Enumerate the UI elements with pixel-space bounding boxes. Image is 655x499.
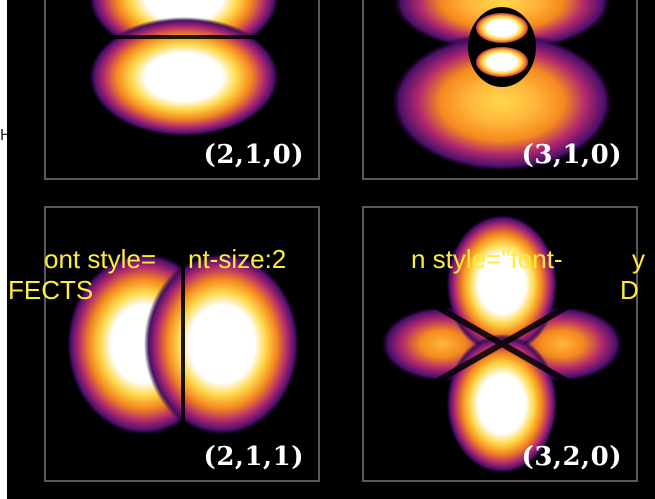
lobe-upper <box>446 214 558 354</box>
lobe-right <box>144 252 300 436</box>
quantum-label-211: (2,1,1) <box>203 442 304 472</box>
orbital-320-plot <box>380 214 624 474</box>
orbital-image-canvas: (2,1,0) <box>7 0 655 499</box>
orbital-210-plot <box>46 0 318 137</box>
inner-lobe-lower <box>476 47 528 77</box>
nodal-plane <box>472 43 532 46</box>
quantum-label-210: (2,1,0) <box>203 140 304 170</box>
inner-lobe-upper <box>476 13 528 43</box>
edge-glyph: H <box>0 128 7 144</box>
orbital-panel-211: (2,1,1) <box>44 206 320 482</box>
nodal-plane <box>181 208 185 480</box>
quantum-label-320: (3,2,0) <box>521 442 622 472</box>
orbital-211-plot <box>66 208 300 480</box>
quantum-label-310: (3,1,0) <box>521 140 622 170</box>
outer-lobe-lower <box>390 32 614 172</box>
orbital-panel-310: (3,1,0) <box>362 0 638 180</box>
lobe-lower <box>88 17 280 137</box>
nodal-plane <box>46 35 318 39</box>
orbital-panel-320: (3,2,0) <box>362 206 638 482</box>
orbital-panel-210: (2,1,0) <box>44 0 320 180</box>
nodal-cone <box>402 285 602 403</box>
orbital-310-plot <box>390 0 614 172</box>
lobe-lower <box>446 334 558 474</box>
